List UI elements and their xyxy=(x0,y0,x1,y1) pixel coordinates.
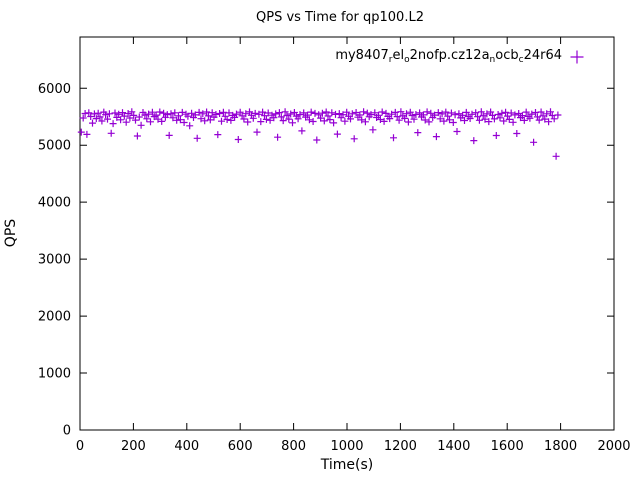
legend-marker-icon xyxy=(570,50,584,63)
chart-title: QPS vs Time for qp100.L2 xyxy=(256,10,424,25)
svg-text:400: 400 xyxy=(174,439,199,454)
y-axis-label: QPS xyxy=(3,219,19,247)
svg-text:600: 600 xyxy=(228,439,253,454)
svg-text:800: 800 xyxy=(281,439,306,454)
svg-text:1200: 1200 xyxy=(384,439,417,454)
axis-tick-labels: 0 200 400 600 800 1000 1200 1400 1600 1800 2000 0 10… xyxy=(38,82,631,454)
svg-text:1400: 1400 xyxy=(437,439,470,454)
scatter-points xyxy=(77,108,562,160)
svg-text:0: 0 xyxy=(63,424,71,439)
legend-label: my8407relo2nofp.cz12anocbc24r64 xyxy=(335,48,562,65)
svg-text:2000: 2000 xyxy=(38,310,71,325)
legend: my8407relo2nofp.cz12anocbc24r64 xyxy=(335,48,584,65)
svg-text:5000: 5000 xyxy=(38,139,71,154)
svg-text:1000: 1000 xyxy=(38,367,71,382)
svg-text:2000: 2000 xyxy=(597,439,630,454)
scatter-series xyxy=(77,108,562,160)
svg-text:0: 0 xyxy=(76,439,84,454)
svg-text:4000: 4000 xyxy=(38,196,71,211)
svg-text:1000: 1000 xyxy=(330,439,363,454)
svg-text:6000: 6000 xyxy=(38,82,71,97)
svg-text:200: 200 xyxy=(121,439,146,454)
axis-ticks xyxy=(79,37,615,431)
svg-text:1800: 1800 xyxy=(544,439,577,454)
plot-border xyxy=(79,36,615,431)
x-axis-label: Time(s) xyxy=(320,457,373,473)
svg-text:1600: 1600 xyxy=(491,439,524,454)
svg-text:3000: 3000 xyxy=(38,253,71,268)
